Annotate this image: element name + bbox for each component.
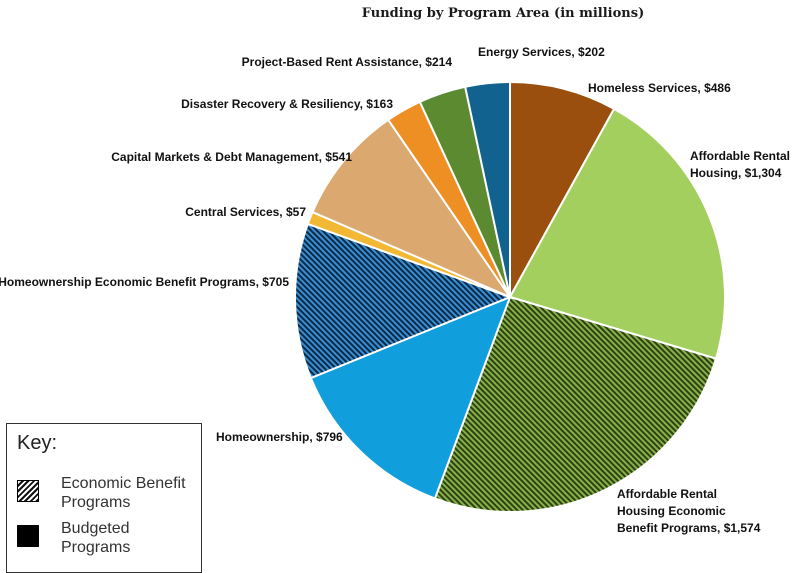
- legend: Key: Economic Benefit Programs Budgeted …: [6, 423, 202, 573]
- slice-label: Homeownership, $796: [216, 430, 343, 444]
- slice-label: Disaster Recovery & Resiliency, $163: [181, 97, 393, 111]
- pie-slice: [311, 118, 513, 300]
- legend-item-economic-benefit: Economic Benefit Programs: [17, 474, 191, 512]
- slice-label: Project-Based Rent Assistance, $214: [242, 55, 453, 69]
- pie-slice: [433, 295, 718, 513]
- slice-label: Affordable Rental Housing Economic Benefit…: [617, 487, 761, 535]
- pie-slices: [294, 80, 726, 513]
- pie-slice: [509, 80, 616, 301]
- slice-label: Capital Markets & Debt Management, $541: [111, 150, 352, 164]
- pie-slice: [309, 295, 512, 500]
- slice-label: Affordable Rental Housing, $1,304: [690, 149, 790, 180]
- pie-slice: [463, 80, 511, 298]
- legend-label: Economic Benefit Programs: [61, 475, 186, 511]
- hatched-swatch: [17, 480, 39, 502]
- chart-title: Funding by Program Area (in millions): [361, 6, 645, 21]
- slice-label: Homeownership Economic Benefit Programs,…: [0, 275, 289, 289]
- legend-title: Key:: [17, 432, 58, 454]
- legend-label: Budgeted Programs: [61, 520, 131, 556]
- slice-label: Central Services, $57: [185, 205, 306, 219]
- slice-label: Energy Services, $202: [478, 45, 605, 59]
- solid-swatch: [17, 525, 39, 547]
- legend-item-budgeted: Budgeted Programs: [17, 519, 191, 557]
- pie-slice: [508, 107, 726, 360]
- slice-label: Homeless Services, $486: [588, 81, 731, 95]
- pie-labels: Homeless Services, $486 Affordable Rental…: [0, 45, 790, 535]
- pie-slice: [294, 222, 513, 380]
